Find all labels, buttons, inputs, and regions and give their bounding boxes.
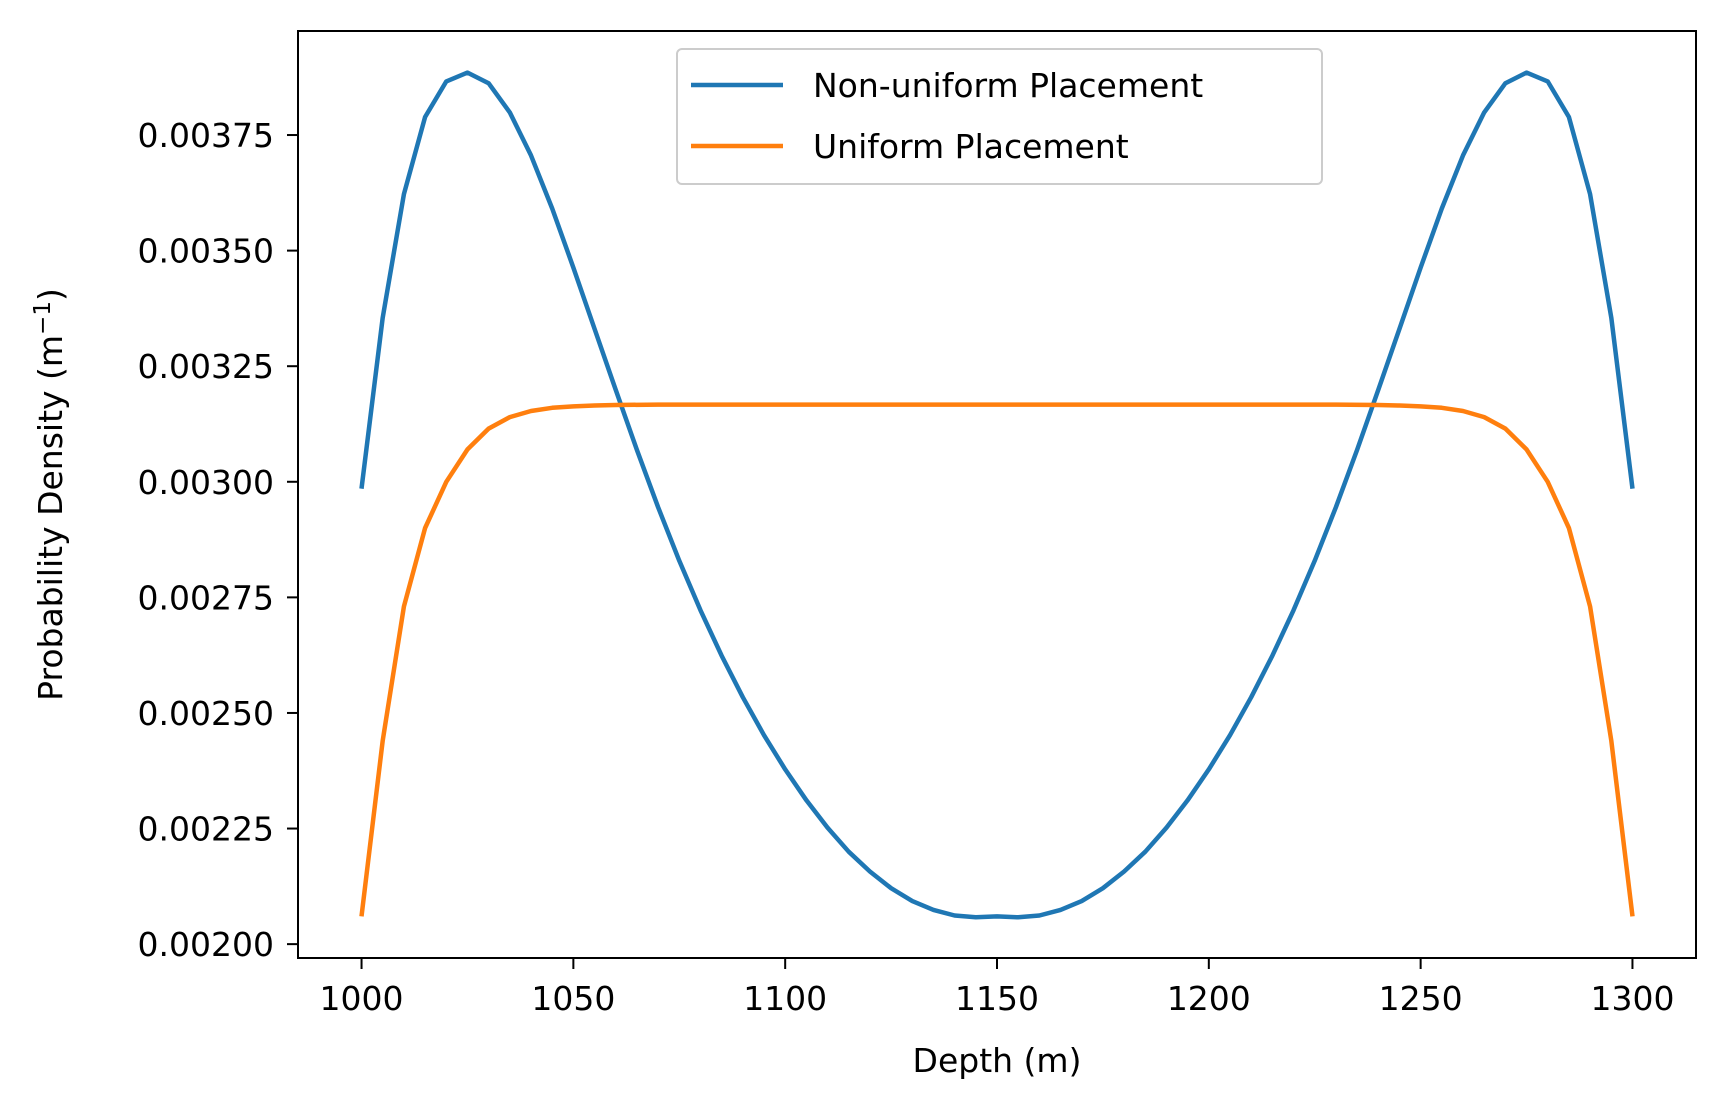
y-axis-title-main: Probability Density (m: [31, 335, 70, 701]
x-tick-label: 1200: [1167, 979, 1251, 1018]
legend-label-2: Uniform Placement: [813, 127, 1129, 166]
y-tick-label: 0.00275: [138, 578, 274, 617]
x-tick-label: 1050: [531, 979, 615, 1018]
y-tick-label: 0.00375: [138, 116, 274, 155]
y-axis-ticks: 0.00200 0.00225 0.00250 0.00275 0.00300 0.003…: [138, 116, 298, 964]
x-tick-label: 1250: [1379, 979, 1463, 1018]
series-line-2: [359, 402, 1635, 917]
plot-area: [359, 70, 1635, 920]
y-tick-label: 0.00300: [138, 463, 274, 502]
y-tick-label: 0.00325: [138, 347, 274, 386]
legend-box: [676, 48, 1323, 185]
x-tick-label: 1000: [320, 979, 404, 1018]
y-axis-title-tail: ): [31, 288, 70, 301]
y-tick-label: 0.00200: [138, 925, 274, 964]
legend: Non-uniform Placement Uniform Placement: [676, 48, 1323, 185]
y-axis-title-superscript: −1: [30, 301, 56, 335]
x-tick-label: 1300: [1590, 979, 1674, 1018]
y-tick-label: 0.00225: [138, 810, 274, 849]
y-axis-title: Probability Density (m−1): [30, 288, 70, 701]
x-axis-ticks: 1000 1050 1100 1150 1200 1250 1300: [320, 958, 1674, 1018]
x-tick-label: 1100: [743, 979, 827, 1018]
x-tick-label: 1150: [955, 979, 1039, 1018]
x-axis-title: Depth (m): [913, 1041, 1082, 1080]
y-tick-label: 0.00250: [138, 694, 274, 733]
series-line-1: [359, 70, 1635, 920]
y-tick-label: 0.00350: [138, 232, 274, 271]
legend-label-1: Non-uniform Placement: [813, 66, 1203, 105]
